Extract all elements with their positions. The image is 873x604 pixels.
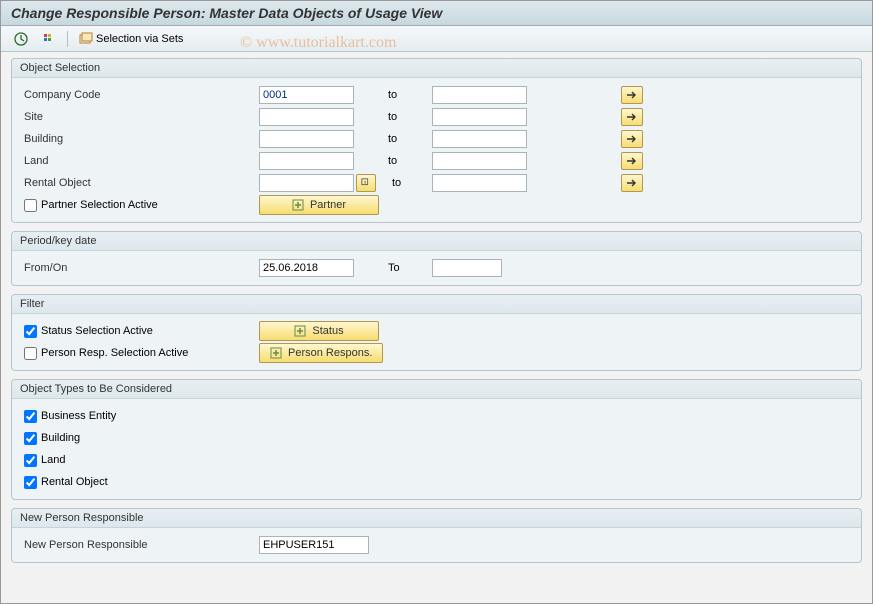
to-label: to xyxy=(358,89,428,101)
arrow-right-icon xyxy=(626,90,638,100)
period-group: Period/key date From/On To xyxy=(11,231,862,286)
variant-icon xyxy=(42,32,56,46)
building-from-input[interactable] xyxy=(259,130,354,148)
rental-object-from-input[interactable] xyxy=(259,174,354,192)
land-to-input[interactable] xyxy=(432,152,527,170)
site-from-input[interactable] xyxy=(259,108,354,126)
land-from-input[interactable] xyxy=(259,152,354,170)
rental-object-multi-button[interactable] xyxy=(621,174,643,192)
partner-selection-row: Partner Selection Active xyxy=(20,199,255,212)
plus-icon xyxy=(294,325,306,337)
land-type-checkbox[interactable] xyxy=(24,454,37,467)
arrow-right-icon xyxy=(626,178,638,188)
status-button-label: Status xyxy=(312,325,343,337)
toolbar-separator xyxy=(67,31,68,47)
new-person-group: New Person Responsible New Person Respon… xyxy=(11,508,862,563)
business-entity-checkbox[interactable] xyxy=(24,410,37,423)
building-type-label: Building xyxy=(41,432,80,444)
to-label: to xyxy=(358,133,428,145)
arrow-right-icon xyxy=(626,134,638,144)
rental-object-label: Rental Object xyxy=(20,177,255,189)
status-button[interactable]: Status xyxy=(259,321,379,341)
company-code-from-input[interactable] xyxy=(259,86,354,104)
from-on-input[interactable] xyxy=(259,259,354,277)
search-icon xyxy=(360,178,372,188)
arrow-right-icon xyxy=(626,112,638,122)
land-type-label: Land xyxy=(41,454,65,466)
status-selection-label: Status Selection Active xyxy=(41,325,153,337)
period-to-input[interactable] xyxy=(432,259,502,277)
new-person-title: New Person Responsible xyxy=(12,509,861,528)
company-code-multi-button[interactable] xyxy=(621,86,643,104)
period-to-label: To xyxy=(358,262,428,274)
site-multi-button[interactable] xyxy=(621,108,643,126)
object-selection-group: Object Selection Company Code to Site to xyxy=(11,58,862,223)
person-respons-button-label: Person Respons. xyxy=(288,347,372,359)
sets-icon xyxy=(79,32,93,46)
site-to-input[interactable] xyxy=(432,108,527,126)
person-resp-label: Person Resp. Selection Active xyxy=(41,347,188,359)
filter-title: Filter xyxy=(12,295,861,314)
plus-icon xyxy=(292,199,304,211)
partner-selection-label: Partner Selection Active xyxy=(41,199,158,211)
rental-object-type-checkbox[interactable] xyxy=(24,476,37,489)
to-label: to xyxy=(358,111,428,123)
partner-button-label: Partner xyxy=(310,199,346,211)
status-selection-checkbox[interactable] xyxy=(24,325,37,338)
object-selection-title: Object Selection xyxy=(12,59,861,78)
land-multi-button[interactable] xyxy=(621,152,643,170)
execute-button[interactable] xyxy=(9,30,33,48)
to-label: to xyxy=(358,155,428,167)
company-code-label: Company Code xyxy=(20,89,255,101)
person-resp-checkbox[interactable] xyxy=(24,347,37,360)
building-type-checkbox[interactable] xyxy=(24,432,37,445)
building-to-input[interactable] xyxy=(432,130,527,148)
from-on-label: From/On xyxy=(20,262,255,274)
rental-object-to-input[interactable] xyxy=(432,174,527,192)
partner-button[interactable]: Partner xyxy=(259,195,379,215)
company-code-to-input[interactable] xyxy=(432,86,527,104)
page-title: Change Responsible Person: Master Data O… xyxy=(1,1,872,26)
object-types-group: Object Types to Be Considered Business E… xyxy=(11,379,862,500)
period-title: Period/key date xyxy=(12,232,861,251)
variant-button[interactable] xyxy=(37,30,61,48)
object-types-title: Object Types to Be Considered xyxy=(12,380,861,399)
land-label: Land xyxy=(20,155,255,167)
to-label: to xyxy=(380,177,428,189)
selection-via-sets-button[interactable]: Selection via Sets xyxy=(74,30,188,48)
arrow-right-icon xyxy=(626,156,638,166)
rental-object-type-label: Rental Object xyxy=(41,476,108,488)
building-multi-button[interactable] xyxy=(621,130,643,148)
business-entity-label: Business Entity xyxy=(41,410,116,422)
filter-group: Filter Status Selection Active Status Pe… xyxy=(11,294,862,371)
toolbar: Selection via Sets xyxy=(1,26,872,52)
new-person-label: New Person Responsible xyxy=(20,539,255,551)
site-label: Site xyxy=(20,111,255,123)
partner-selection-checkbox[interactable] xyxy=(24,199,37,212)
selection-via-sets-label: Selection via Sets xyxy=(96,33,183,45)
clock-execute-icon xyxy=(14,32,28,46)
rental-object-search-button[interactable] xyxy=(356,174,376,192)
building-label: Building xyxy=(20,133,255,145)
plus-icon xyxy=(270,347,282,359)
content-area: Object Selection Company Code to Site to xyxy=(1,52,872,577)
new-person-input[interactable] xyxy=(259,536,369,554)
person-respons-button[interactable]: Person Respons. xyxy=(259,343,383,363)
